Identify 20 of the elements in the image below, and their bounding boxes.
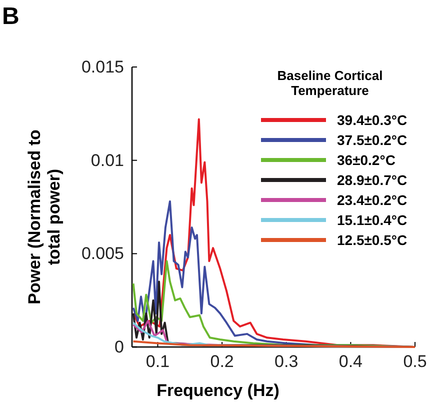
legend-label: 37.5±0.2°C — [337, 132, 408, 148]
legend-label: 28.9±0.7°C — [337, 172, 408, 188]
x-axis-title: Frequency (Hz) — [156, 381, 280, 400]
legend-label: 15.1±0.4°C — [337, 212, 408, 228]
text: B — [2, 3, 20, 30]
legend-label: 36±0.2°C — [337, 152, 396, 168]
x-tick-label: 0.5 — [403, 352, 427, 372]
legend-label: 39.4±0.3°C — [337, 112, 408, 128]
y-tick-label: 0.005 — [81, 244, 124, 264]
x-tick-label: 0.4 — [338, 352, 362, 372]
y-axis-title: Power (Normalised to total power) — [25, 130, 64, 304]
y-tick-label: 0.015 — [81, 57, 124, 76]
x-tick-label: 0.1 — [146, 352, 170, 372]
legend-label: 12.5±0.5°C — [337, 232, 408, 248]
legend-title: Baseline Cortical Temperature — [277, 68, 383, 98]
y-tick-label: 0 — [114, 337, 124, 356]
x-tick-label: 0.3 — [274, 352, 298, 372]
legend-label: 23.4±0.2°C — [337, 192, 408, 208]
x-tick-label: 0.2 — [210, 352, 234, 372]
y-tick-label: 0.01 — [90, 150, 124, 170]
